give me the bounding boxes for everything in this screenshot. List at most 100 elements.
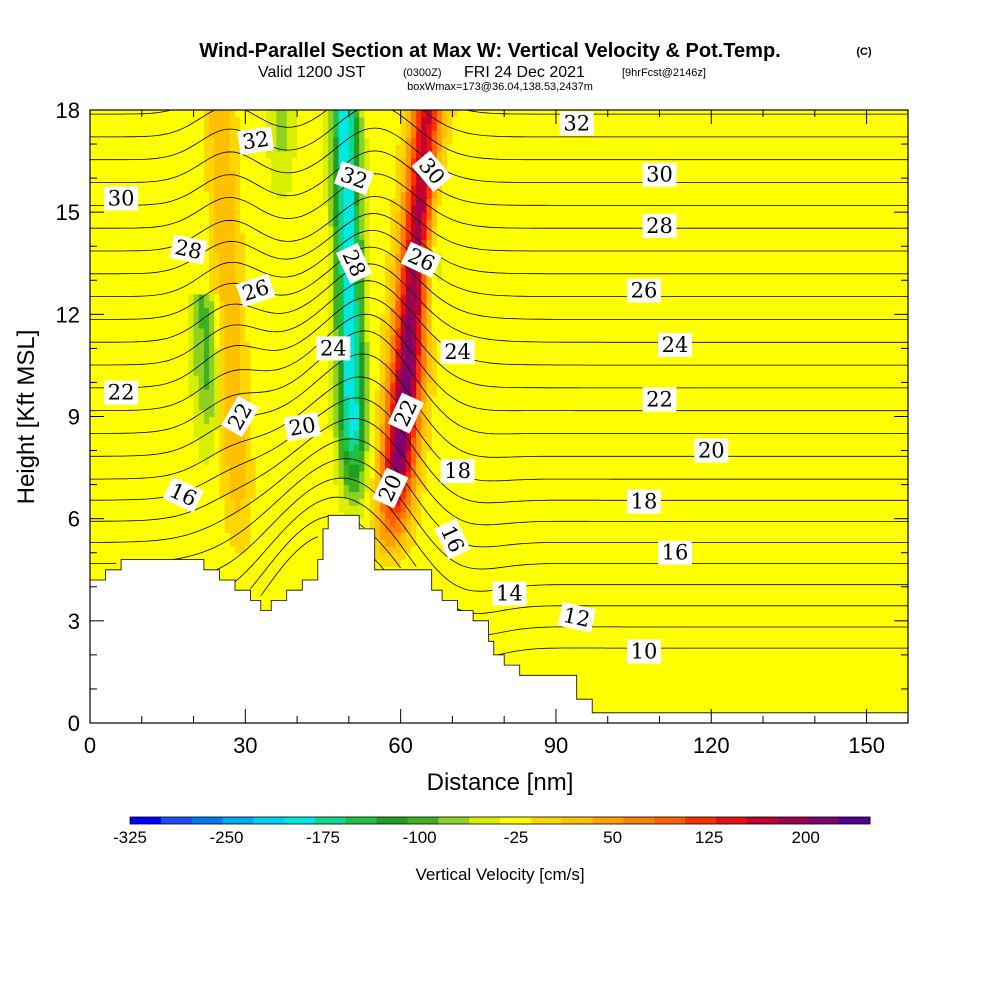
velocity-cell xyxy=(203,375,210,384)
velocity-cell xyxy=(157,212,164,220)
velocity-cell xyxy=(312,505,319,513)
velocity-cell xyxy=(152,423,158,431)
velocity-cell xyxy=(302,464,309,472)
velocity-cell xyxy=(286,532,293,540)
velocity-cell xyxy=(219,123,226,132)
velocity-cell xyxy=(276,511,283,520)
velocity-cell xyxy=(105,416,112,424)
velocity-cell xyxy=(110,287,117,295)
velocity-cell xyxy=(121,266,127,275)
velocity-cell xyxy=(240,579,246,588)
velocity-cell xyxy=(286,539,293,547)
velocity-cell xyxy=(167,198,174,206)
velocity-cell xyxy=(152,477,158,486)
velocity-cell xyxy=(374,498,381,506)
velocity-cell xyxy=(193,450,200,458)
velocity-cell xyxy=(317,368,324,377)
velocity-cell xyxy=(266,355,272,363)
velocity-cell xyxy=(307,532,314,540)
velocity-cell xyxy=(297,511,303,520)
velocity-cell xyxy=(146,171,153,179)
velocity-cell xyxy=(317,253,324,261)
velocity-cell xyxy=(338,150,345,159)
velocity-cell xyxy=(203,137,210,145)
velocity-cell xyxy=(302,137,309,145)
velocity-cell xyxy=(141,171,148,179)
velocity-cell xyxy=(364,137,371,145)
velocity-cell xyxy=(255,457,262,465)
velocity-cell xyxy=(286,579,293,588)
velocity-cell xyxy=(188,362,195,370)
velocity-cell xyxy=(271,532,277,540)
velocity-cell xyxy=(136,464,143,472)
velocity-cell xyxy=(359,123,365,132)
velocity-cell xyxy=(178,396,184,404)
velocity-cell xyxy=(167,123,174,132)
velocity-cell xyxy=(276,348,283,356)
velocity-cell xyxy=(136,184,143,193)
velocity-cell xyxy=(245,368,252,377)
velocity-cell xyxy=(193,416,200,424)
velocity-cell xyxy=(364,123,371,132)
velocity-cell xyxy=(167,280,174,288)
velocity-cell xyxy=(95,246,101,254)
velocity-cell xyxy=(266,586,272,595)
velocity-cell xyxy=(240,259,246,268)
velocity-cell xyxy=(240,566,246,574)
velocity-cell xyxy=(359,130,365,138)
velocity-cell xyxy=(95,539,101,547)
velocity-cell xyxy=(146,273,153,281)
velocity-cell xyxy=(255,178,262,186)
velocity-cell xyxy=(348,334,355,343)
velocity-cell xyxy=(224,287,231,295)
velocity-cell xyxy=(152,287,158,295)
velocity-cell xyxy=(281,232,288,241)
velocity-cell xyxy=(126,464,133,472)
velocity-cell xyxy=(157,130,164,138)
velocity-cell xyxy=(172,110,179,118)
velocity-cell xyxy=(229,368,236,377)
velocity-cell xyxy=(312,566,319,574)
velocity-cell xyxy=(146,511,153,520)
velocity-cell xyxy=(302,246,309,254)
velocity-cell xyxy=(312,389,319,397)
velocity-cell xyxy=(245,123,252,132)
velocity-cell xyxy=(286,321,293,329)
velocity-cell xyxy=(317,259,324,268)
velocity-cell xyxy=(214,402,221,411)
velocity-cell xyxy=(260,539,267,547)
velocity-cell xyxy=(307,396,314,404)
velocity-cell xyxy=(105,498,112,506)
velocity-cell xyxy=(286,559,293,567)
velocity-cell xyxy=(369,498,376,506)
velocity-cell xyxy=(276,484,283,493)
velocity-cell xyxy=(110,116,117,125)
velocity-cell xyxy=(364,389,371,397)
velocity-cell xyxy=(167,423,174,431)
velocity-cell xyxy=(105,266,112,275)
velocity-cell xyxy=(343,184,350,193)
velocity-cell xyxy=(276,355,283,363)
velocity-cell xyxy=(281,157,288,166)
velocity-cell xyxy=(121,498,127,506)
velocity-cell xyxy=(193,505,200,513)
velocity-cell xyxy=(100,150,107,159)
velocity-cell xyxy=(343,423,350,431)
velocity-cell xyxy=(364,409,371,418)
velocity-cell xyxy=(374,450,381,458)
velocity-cell xyxy=(250,253,257,261)
velocity-cell xyxy=(152,368,158,377)
velocity-cell xyxy=(95,505,101,513)
velocity-cell xyxy=(141,539,148,547)
velocity-cell xyxy=(276,579,283,588)
velocity-cell xyxy=(250,396,257,404)
velocity-cell xyxy=(291,144,298,152)
velocity-cell xyxy=(126,164,133,172)
velocity-cell xyxy=(162,498,169,506)
velocity-cell xyxy=(136,532,143,540)
velocity-cell xyxy=(193,137,200,145)
velocity-cell xyxy=(297,450,303,458)
velocity-cell xyxy=(338,191,345,200)
velocity-cell xyxy=(121,287,127,295)
velocity-cell xyxy=(193,123,200,132)
